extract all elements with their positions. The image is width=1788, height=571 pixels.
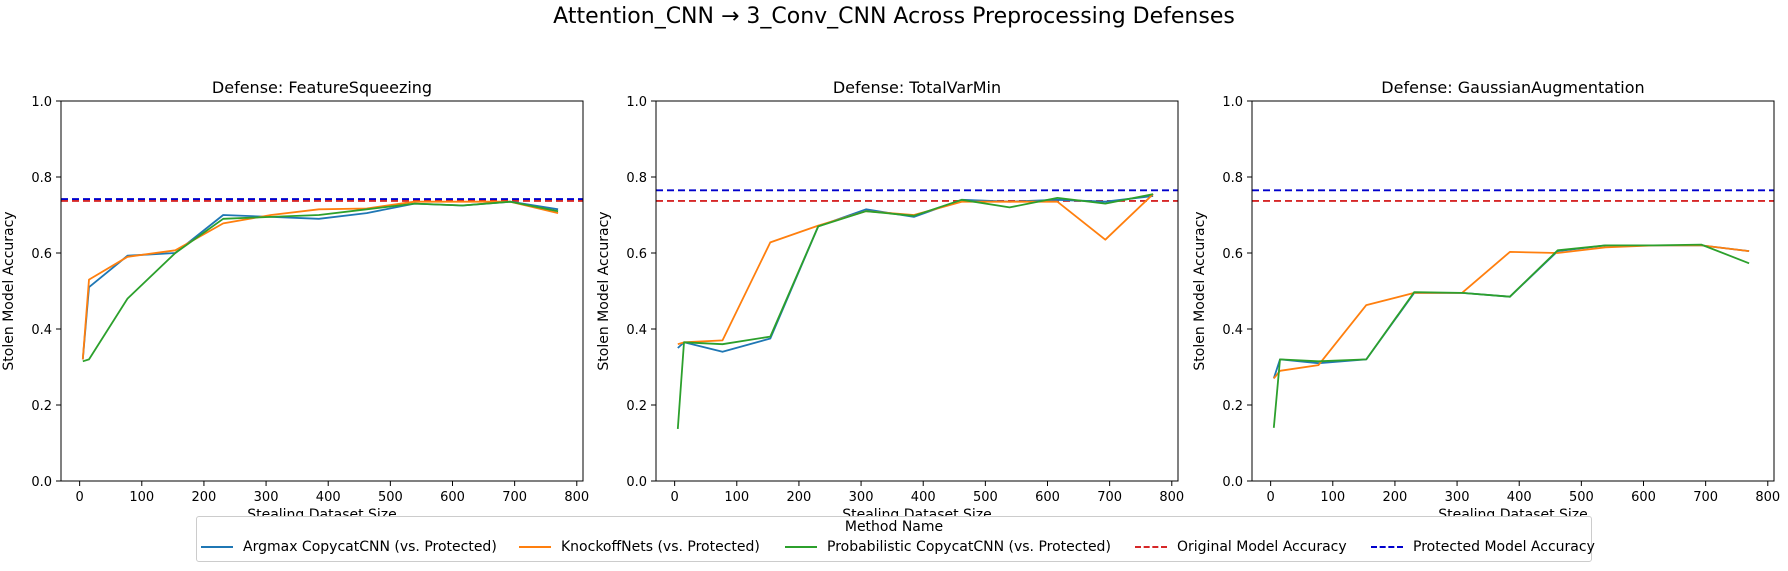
series-line-knockoffnets-vs-protected (1273, 244, 1750, 379)
series-line-argmax-copycatcnn-vs-protected (677, 195, 1154, 353)
x-tick-label: 400 (316, 490, 341, 505)
legend-label: KnockoffNets (vs. Protected) (561, 539, 760, 555)
subplot-2: Defense: TotalVarMin 0 100 200 300 400 500 600 7… (596, 78, 1184, 523)
x-tick-label: 600 (1035, 490, 1060, 505)
legend-label: Original Model Accuracy (1177, 539, 1347, 555)
legend-item-probabilistic: Probabilistic CopycatCNN (vs. Protected) (785, 539, 1111, 557)
x-tick-label: 800 (1159, 490, 1184, 505)
y-tick-label: 0.4 (626, 323, 647, 338)
y-tick-label: 0.2 (31, 399, 52, 414)
y-tick-label: 1.0 (1222, 95, 1243, 110)
y-tick-label: 1.0 (626, 95, 647, 110)
axes-frame (655, 100, 1179, 482)
y-tick-label: 0.8 (31, 171, 52, 186)
legend-label: Probabilistic CopycatCNN (vs. Protected) (827, 539, 1111, 555)
y-tick-label: 0.4 (1222, 323, 1243, 338)
x-tick-label: 800 (564, 490, 589, 505)
x-tick-label: 200 (787, 490, 812, 505)
x-tick-label: 500 (1569, 490, 1594, 505)
series-line-probabilistic-copycatcnn-vs-protected (82, 200, 559, 363)
legend-swatch-argmax (201, 546, 233, 548)
x-tick-label: 700 (1097, 490, 1122, 505)
y-axis-label: Stolen Model Accuracy (1, 211, 17, 370)
x-tick-label: 100 (724, 490, 749, 505)
x-tick-label: 400 (911, 490, 936, 505)
subplot-title: Defense: FeatureSqueezing (212, 78, 432, 97)
plot-area (656, 189, 1178, 429)
subplot-title: Defense: GaussianAugmentation (1381, 78, 1644, 97)
y-tick-label: 0.6 (1222, 247, 1243, 262)
y-tick-label: 0.2 (626, 399, 647, 414)
x-tick-label: 700 (502, 490, 527, 505)
x-tick-label: 300 (849, 490, 874, 505)
series-line-knockoffnets-vs-protected (81, 200, 559, 360)
x-tick-label: 200 (1383, 490, 1408, 505)
y-tick-label: 0.2 (1222, 399, 1243, 414)
x-tick-label: 600 (440, 490, 465, 505)
x-tick-label: 800 (1755, 490, 1780, 505)
legend: Method Name Argmax CopycatCNN (vs. Prote… (196, 516, 1595, 562)
axes-frame (60, 100, 584, 482)
legend-label: Argmax CopycatCNN (vs. Protected) (243, 539, 497, 555)
subplot-1: Defense: FeatureSqueezing 0 100 200 300 400 50… (1, 78, 589, 523)
legend-swatch-knockoff (519, 546, 551, 548)
legend-swatch-protected (1371, 546, 1403, 548)
x-tick-label: 300 (254, 490, 279, 505)
plot-area (61, 198, 583, 363)
axes-frame (1251, 100, 1775, 482)
legend-title: Method Name (844, 519, 944, 535)
y-tick-label: 1.0 (31, 95, 52, 110)
legend-label: Protected Model Accuracy (1413, 539, 1595, 555)
legend-item-original: Original Model Accuracy (1135, 539, 1347, 557)
y-axis-label: Stolen Model Accuracy (596, 211, 612, 370)
y-tick-label: 0.4 (31, 323, 52, 338)
y-tick-label: 0.0 (31, 475, 52, 490)
x-tick-label: 600 (1631, 490, 1656, 505)
series-line-probabilistic-copycatcnn-vs-protected (1272, 243, 1750, 428)
x-tick-label: 0 (1267, 490, 1275, 505)
legend-item-knockoff: KnockoffNets (vs. Protected) (519, 539, 760, 557)
y-tick-label: 0.8 (1222, 171, 1243, 186)
y-tick-label: 0.6 (626, 247, 647, 262)
x-tick-label: 0 (76, 490, 84, 505)
x-tick-label: 300 (1445, 490, 1470, 505)
subplot-3: Defense: GaussianAugmentation 0 100 200 300 4… (1192, 78, 1780, 523)
y-tick-label: 0.0 (626, 475, 647, 490)
legend-swatch-probabilistic (785, 546, 817, 548)
x-tick-label: 400 (1507, 490, 1532, 505)
x-tick-label: 500 (973, 490, 998, 505)
y-axis-label: Stolen Model Accuracy (1192, 211, 1208, 370)
series-line-argmax-copycatcnn-vs-protected (1272, 244, 1750, 379)
x-tick-label: 200 (192, 490, 217, 505)
x-tick-label: 100 (129, 490, 154, 505)
plot-area (1252, 189, 1774, 428)
y-tick-label: 0.8 (626, 171, 647, 186)
legend-item-protected: Protected Model Accuracy (1371, 539, 1595, 557)
series-line-argmax-copycatcnn-vs-protected (81, 200, 559, 360)
x-tick-label: 100 (1320, 490, 1345, 505)
x-tick-label: 500 (378, 490, 403, 505)
x-tick-label: 0 (671, 490, 679, 505)
series-line-probabilistic-copycatcnn-vs-protected (676, 193, 1154, 429)
y-tick-label: 0.0 (1222, 475, 1243, 490)
legend-item-argmax: Argmax CopycatCNN (vs. Protected) (201, 539, 497, 557)
figure-title: Attention_CNN → 3_Conv_CNN Across Prepro… (553, 4, 1235, 29)
legend-swatch-original (1135, 546, 1167, 548)
subplot-title: Defense: TotalVarMin (833, 78, 1001, 97)
y-tick-label: 0.6 (31, 247, 52, 262)
x-tick-label: 700 (1693, 490, 1718, 505)
